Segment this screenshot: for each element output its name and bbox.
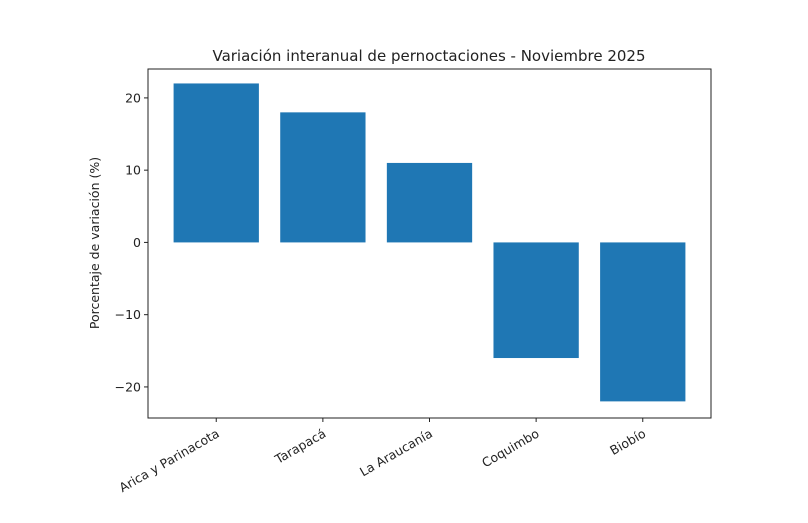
bar-0 [173,83,259,243]
x-tick-label: Arica y Parinacota [116,426,221,495]
axes-frame [147,68,712,419]
bar-2 [386,162,473,243]
bar-4 [600,242,686,402]
y-axis-label: Porcentaje de variación (%) [87,157,102,329]
y-tick-label: −20 [115,379,141,394]
y-tick-label: 0 [133,235,141,250]
y-tick-label: 20 [125,90,141,105]
x-tick-label: Tarapacá [271,426,328,468]
chart-title: Variación interanual de pernoctaciones -… [212,47,645,65]
y-tick-label: 10 [125,163,141,178]
y-tick-label: −10 [115,307,141,322]
x-tick-label: La Araucanía [357,426,435,480]
bar-3 [493,242,579,359]
x-tick-label: Biobío [607,426,648,458]
x-tick-label: Coquimbo [479,426,541,471]
bar-1 [280,112,366,243]
